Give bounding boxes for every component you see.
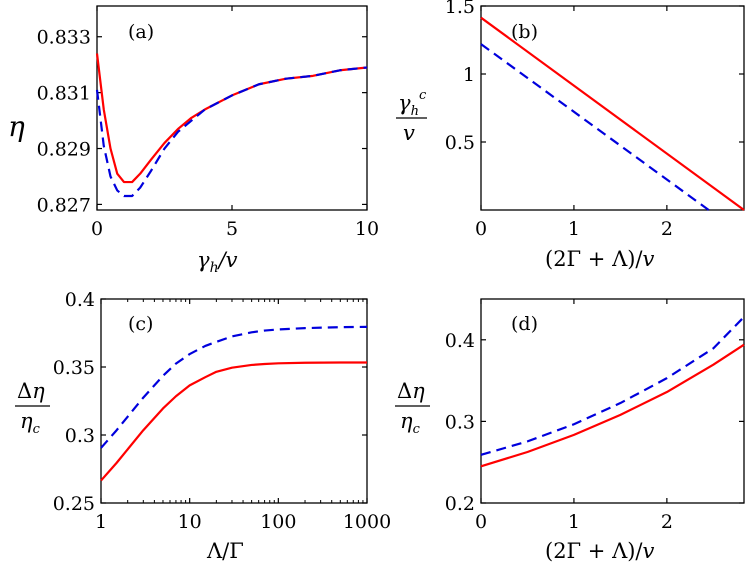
panel-c-ylabel: Δη ηc: [15, 379, 50, 437]
panel-c-frame: [100, 298, 368, 504]
panel-d-xlabel: (2Γ + Λ)/v: [545, 539, 655, 563]
panel-d-frame: [480, 298, 745, 504]
panel-a-xtick-label: 5: [226, 218, 238, 240]
panel-a-ylabel: η: [8, 110, 25, 143]
panel-c: 1 10 100 1000 0.25 0.3 0.35 0.4 (c) Δη ηc Λ/Γ: [15, 289, 391, 563]
panel-a-ytick-label: 0.833: [37, 27, 91, 49]
panel-a-plot: 0 5 10 0.827 0.829 0.831 0.833: [37, 6, 379, 240]
panel-c-xtick-label: 1: [95, 511, 107, 533]
panel-c-series-dashed: [100, 325, 368, 449]
panel-d-xtick-label: 2: [661, 511, 673, 533]
panel-d-ytick-label: 0.2: [445, 493, 475, 515]
svg-text:Δη: Δη: [397, 379, 425, 403]
panel-d-series-solid: [480, 343, 745, 468]
panel-b-plot: 0 1 2 0.5 1 1.5: [445, 0, 745, 240]
panel-a: 0 5 10 0.827 0.829 0.831 0.833 (a) η γh/v: [8, 5, 379, 276]
panel-c-series-solid: [100, 361, 367, 482]
panel-a-label: (a): [128, 21, 154, 43]
panel-d-xtick-label: 1: [568, 511, 580, 533]
panel-c-xtick-label: 100: [260, 511, 296, 533]
svg-text:Δη: Δη: [17, 379, 45, 403]
panel-c-plot: 1 10 100 1000 0.25 0.3 0.35 0.4: [53, 289, 391, 533]
panel-a-ytick-label: 0.827: [37, 194, 91, 216]
panel-d-xtick-label: 0: [475, 511, 487, 533]
panel-b-frame: [480, 5, 745, 211]
panel-a-xtick-label: 0: [91, 218, 103, 240]
panel-d-ylabel: Δη ηc: [395, 379, 430, 437]
panel-b: 0 1 2 0.5 1 1.5 (b) γhc v (2Γ + Λ)/v: [396, 0, 745, 271]
panel-a-series-solid: [95, 53, 368, 184]
svg-text:γhc: γhc: [398, 88, 427, 119]
svg-text:ηc: ηc: [20, 409, 41, 437]
panel-a-ytick-label: 0.831: [37, 83, 91, 105]
panel-c-xtick-label: 10: [178, 511, 202, 533]
panel-c-label: (c): [128, 313, 153, 335]
panel-b-label: (b): [511, 21, 538, 43]
panel-d-ytick-label: 0.3: [445, 411, 475, 433]
panel-d-plot: 0 1 2 0.2 0.3 0.4: [445, 299, 745, 533]
panel-b-xlabel: (2Γ + Λ)/v: [545, 247, 655, 271]
panel-c-ytick-label: 0.35: [53, 357, 95, 379]
panel-d-ytick-label: 0.4: [445, 330, 475, 352]
panel-b-xtick-label: 2: [661, 218, 673, 240]
panel-b-ytick-label: 1: [463, 64, 475, 86]
panel-d: 0 1 2 0.2 0.3 0.4 (d) Δη ηc (2Γ + Λ)/v: [395, 298, 745, 563]
panel-c-ytick-label: 0.4: [65, 289, 95, 311]
panel-b-xtick-label: 0: [475, 218, 487, 240]
panel-b-series-solid: [480, 16, 745, 211]
svg-text:v: v: [403, 121, 415, 145]
panel-b-series-dashed: [480, 43, 710, 211]
svg-text:ηc: ηc: [400, 409, 421, 437]
panel-b-ytick-label: 1.5: [445, 0, 475, 18]
panel-c-xlabel: Λ/Γ: [206, 539, 244, 563]
panel-a-xlabel: γh/v: [197, 248, 238, 276]
panel-a-ytick-label: 0.829: [37, 139, 91, 161]
panel-c-ytick-label: 0.3: [65, 425, 95, 447]
panel-c-xtick-label: 1000: [343, 511, 391, 533]
panel-d-label: (d): [511, 313, 538, 335]
panel-b-ytick-label: 0.5: [445, 132, 475, 154]
panel-b-ylabel: γhc v: [396, 88, 427, 145]
panel-a-series-dashed: [95, 66, 368, 198]
panel-b-xtick-label: 1: [568, 218, 580, 240]
panel-c-ytick-label: 0.25: [53, 493, 95, 515]
panel-a-xtick-label: 10: [355, 218, 379, 240]
panel-d-series-dashed: [480, 316, 745, 456]
